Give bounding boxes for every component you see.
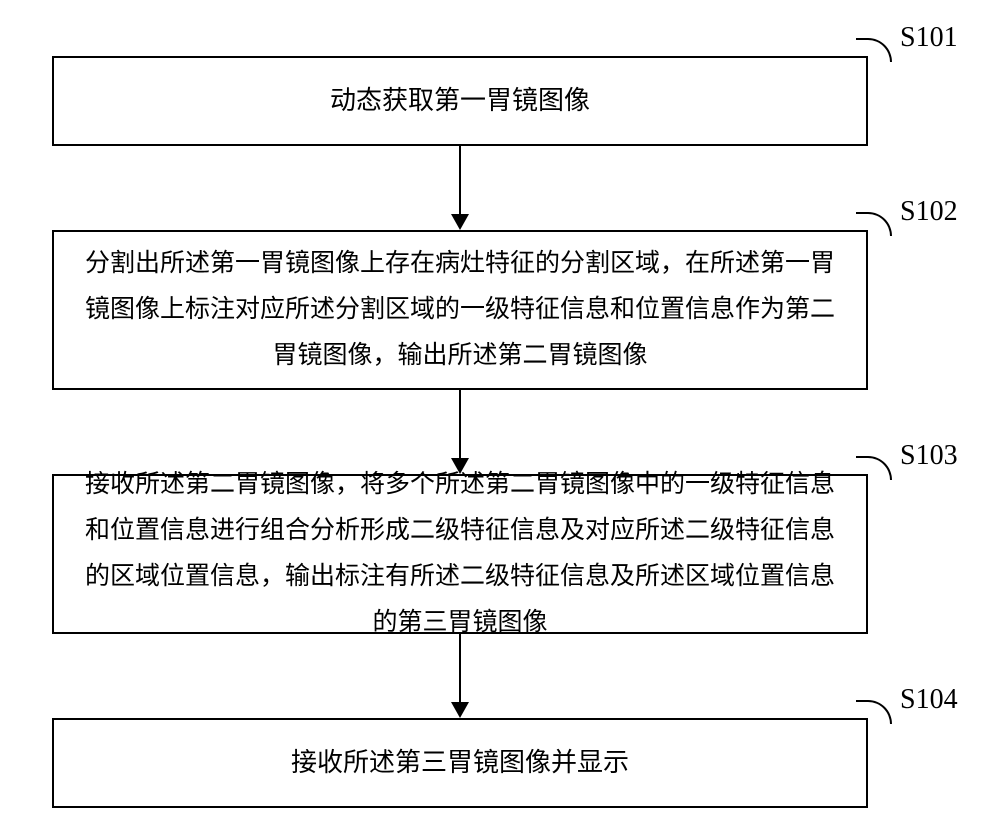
step-text-s103: 接收所述第二胃镜图像，将多个所述第二胃镜图像中的一级特征信息和位置信息进行组合分… [74, 462, 846, 647]
label-s102: S102 [900, 196, 958, 228]
step-box-s103: 接收所述第二胃镜图像，将多个所述第二胃镜图像中的一级特征信息和位置信息进行组合分… [52, 474, 868, 634]
label-s103: S103 [900, 440, 958, 472]
arrow-1-line [459, 146, 461, 214]
arrow-2-line [459, 390, 461, 458]
arrow-1-head [451, 214, 469, 230]
arrow-3-line [459, 634, 461, 702]
step-box-s104: 接收所述第三胃镜图像并显示 [52, 718, 868, 808]
step-text-s101: 动态获取第一胃镜图像 [330, 77, 590, 125]
step-box-s102: 分割出所述第一胃镜图像上存在病灶特征的分割区域，在所述第一胃镜图像上标注对应所述… [52, 230, 868, 390]
step-text-s102: 分割出所述第一胃镜图像上存在病灶特征的分割区域，在所述第一胃镜图像上标注对应所述… [74, 241, 846, 380]
flowchart-container: S101 动态获取第一胃镜图像 S102 分割出所述第一胃镜图像上存在病灶特征的… [0, 0, 1000, 822]
label-s104: S104 [900, 684, 958, 716]
arrow-3-head [451, 702, 469, 718]
step-text-s104: 接收所述第三胃镜图像并显示 [291, 739, 629, 787]
label-s101: S101 [900, 22, 958, 54]
step-box-s101: 动态获取第一胃镜图像 [52, 56, 868, 146]
